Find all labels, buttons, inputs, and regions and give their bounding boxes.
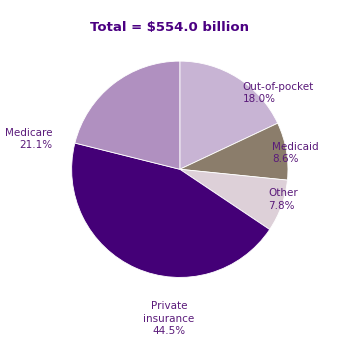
Wedge shape	[180, 123, 288, 180]
Title: Total = $554.0 billion: Total = $554.0 billion	[90, 21, 248, 34]
Wedge shape	[72, 143, 270, 278]
Text: Other
7.8%: Other 7.8%	[268, 188, 298, 211]
Text: Out-of-pocket
18.0%: Out-of-pocket 18.0%	[243, 82, 314, 104]
Wedge shape	[180, 169, 287, 230]
Text: Medicaid
8.6%: Medicaid 8.6%	[272, 142, 318, 164]
Wedge shape	[180, 61, 278, 169]
Wedge shape	[75, 61, 180, 169]
Text: Private
insurance
44.5%: Private insurance 44.5%	[143, 301, 195, 336]
Text: Medicare
21.1%: Medicare 21.1%	[5, 128, 52, 150]
